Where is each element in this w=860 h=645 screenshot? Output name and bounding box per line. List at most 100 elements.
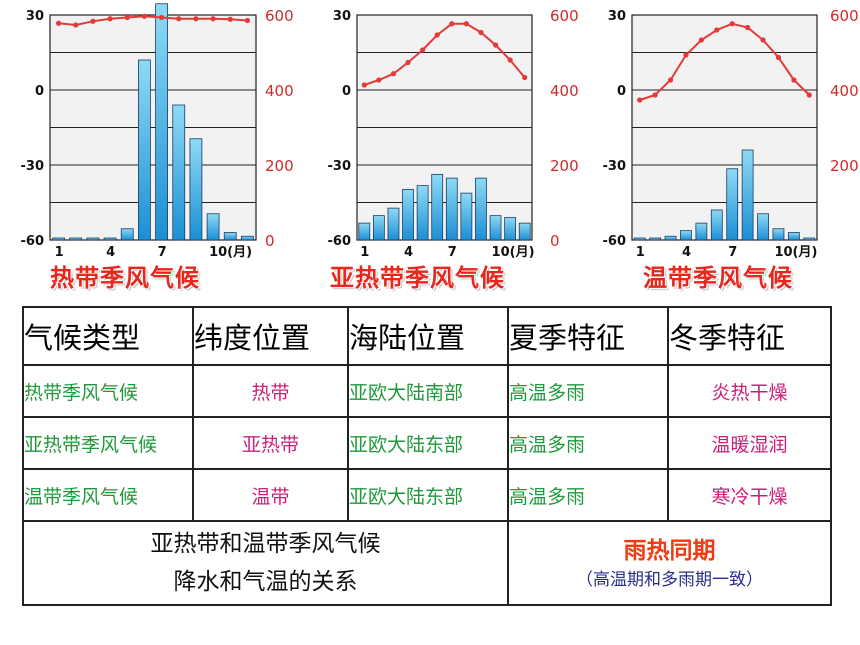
right-tick-label: 0	[265, 232, 275, 250]
left-tick-label: -60	[328, 234, 352, 249]
climate-chart-temperate: 30 0 -30 -60 600 400 200 1 4 7 10(月)	[603, 7, 859, 260]
temperature-point	[107, 16, 113, 22]
precipitation-bar	[633, 237, 646, 241]
temperature-point	[193, 16, 199, 22]
summary-line-1: 亚热带和温带季风气候	[150, 531, 381, 557]
x-tick-label: 7	[158, 245, 167, 260]
precipitation-bar	[103, 237, 117, 241]
precipitation-bar	[460, 192, 473, 241]
chart-title-temperate: 温带季风气候	[643, 264, 793, 292]
precipitation-bar	[726, 168, 739, 241]
temperature-point	[775, 54, 782, 61]
precipitation-bar	[445, 177, 458, 241]
left-tick-label: -60	[21, 234, 45, 249]
temperature-point	[492, 42, 499, 48]
summary-question: 亚热带和温带季风气候 降水和气温的关系	[22, 520, 509, 606]
temperature-point	[652, 92, 658, 98]
table-header-row: 气候类型 纬度位置 海陆位置 夏季特征 冬季特征	[22, 306, 832, 366]
temperature-line	[639, 22, 810, 101]
cell-latitude: 亚热带	[192, 416, 349, 470]
cell-winter: 炎热干燥	[667, 364, 832, 418]
precipitation-bar	[206, 213, 220, 241]
cell-land-sea: 亚欧大陆东部	[347, 468, 509, 522]
precipitation-bar	[518, 222, 531, 241]
cell-latitude: 温带	[192, 468, 349, 522]
x-tick-label: 1	[636, 245, 645, 260]
precipitation-bar	[680, 230, 692, 241]
x-tick-label: 7	[448, 245, 457, 260]
temperature-point	[158, 14, 165, 21]
cell-climate-type: 热带季风气候	[22, 364, 194, 418]
temperature-point	[405, 59, 411, 66]
header-climate-type: 气候类型	[22, 306, 194, 366]
cell-latitude: 热带	[192, 364, 349, 418]
precipitation-bar	[489, 215, 502, 241]
precipitation-bar	[120, 228, 134, 241]
temperature-point	[210, 16, 216, 22]
cell-summer: 高温多雨	[507, 364, 669, 418]
temperature-point	[55, 20, 62, 26]
chart-subtropical-monsoon: 30 0 -30 -60 600 400 200 0 1 4 7 10(月)	[320, 0, 590, 262]
table-row: 温带季风气候 温带 亚欧大陆东部 高温多雨 寒冷干燥	[22, 468, 832, 522]
precipitation-bar	[504, 217, 517, 241]
precipitation-bar	[52, 237, 65, 241]
x-tick-label: 10(月)	[492, 245, 535, 260]
precipitation-bar	[372, 215, 385, 241]
cell-climate-type: 温带季风气候	[22, 468, 194, 522]
right-tick-label: 600	[830, 7, 859, 25]
table-row: 热带季风气候 热带 亚欧大陆南部 高温多雨 炎热干燥	[22, 364, 832, 418]
chart-title-tropical: 热带季风气候	[50, 264, 200, 292]
temperature-point	[463, 21, 469, 27]
summary-answer: 雨热同期 （高温期和多雨期一致）	[507, 520, 832, 606]
left-tick-label: -30	[603, 159, 627, 174]
precipitation-bar	[710, 209, 723, 241]
x-tick-label: 4	[404, 245, 413, 260]
temperature-point	[507, 57, 513, 63]
precipitation-bar	[189, 138, 203, 241]
precipitation-bar	[475, 177, 487, 241]
precipitation-bar	[741, 149, 754, 241]
chart-tropical-monsoon: 30 0 -30 -60 600 400 200 0 1 4 7 10(月)	[0, 0, 300, 262]
temperature-point	[124, 14, 130, 21]
right-tick-label: 400	[830, 82, 859, 100]
climate-comparison-table: 气候类型 纬度位置 海陆位置 夏季特征 冬季特征 热带季风气候 热带 亚欧大陆南…	[22, 306, 832, 606]
climate-chart-subtropical: 30 0 -30 -60 600 400 200 0 1 4 7 10(月)	[328, 7, 579, 260]
temperature-point	[449, 21, 455, 27]
right-tick-label: 0	[550, 232, 560, 250]
precipitation-bar	[803, 237, 816, 241]
temperature-point	[683, 52, 689, 58]
cell-climate-type: 亚热带季风气候	[22, 416, 194, 470]
temperature-point	[760, 37, 766, 43]
temperature-point	[176, 16, 182, 22]
precipitation-bar	[387, 207, 400, 241]
table-row: 亚热带季风气候 亚热带 亚欧大陆东部 高温多雨 温暖湿润	[22, 416, 832, 470]
temperature-point	[141, 13, 148, 19]
temperature-point	[420, 47, 426, 53]
precipitation-bar	[695, 222, 708, 241]
precipitation-bar	[358, 222, 371, 241]
cell-summer: 高温多雨	[507, 468, 669, 522]
left-tick-label: 30	[333, 9, 351, 24]
precipitation-bar	[649, 237, 662, 241]
precipitation-bar	[86, 237, 100, 241]
left-tick-label: 30	[26, 9, 44, 24]
temperature-point	[667, 77, 674, 83]
temperature-point	[73, 22, 79, 28]
left-tick-label: 0	[35, 84, 44, 99]
temperature-point	[90, 18, 96, 24]
header-winter: 冬季特征	[667, 306, 832, 366]
temperature-point	[244, 17, 251, 24]
right-tick-label: 600	[550, 7, 579, 25]
precipitation-bar	[223, 232, 237, 241]
left-tick-label: 0	[342, 84, 351, 99]
right-tick-label: 400	[550, 82, 579, 100]
x-tick-label: 7	[728, 245, 737, 260]
header-summer: 夏季特征	[507, 306, 669, 366]
precipitation-bar	[172, 104, 186, 241]
left-tick-label: -60	[603, 234, 627, 249]
summary-line-2: 降水和气温的关系	[173, 569, 358, 595]
climate-chart-tropical: 30 0 -30 -60 600 400 200 0 1 4 7 10(月)	[21, 3, 294, 260]
temperature-point	[361, 82, 367, 88]
precipitation-bar	[757, 213, 769, 241]
temperature-point	[227, 16, 233, 22]
